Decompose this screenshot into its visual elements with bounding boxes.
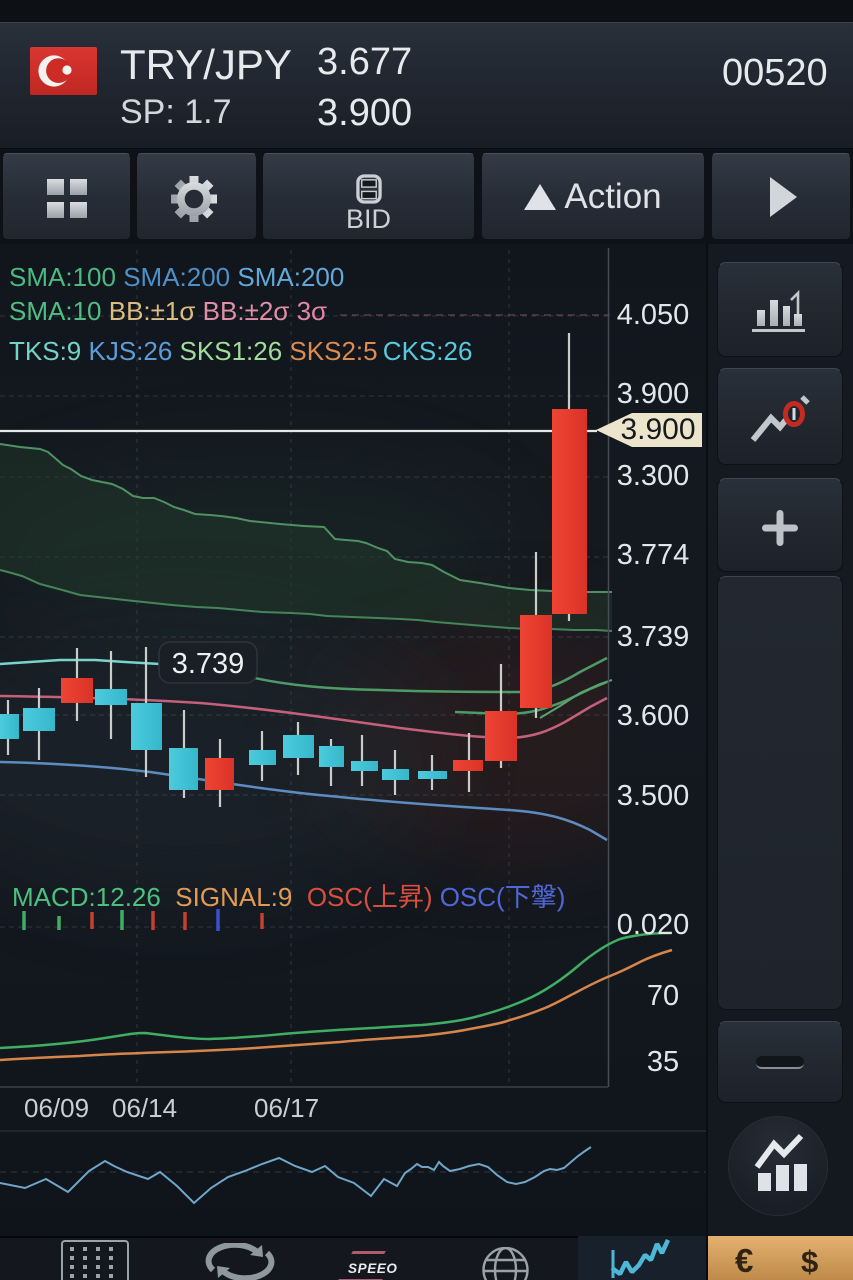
svg-text:3.739: 3.739 <box>172 648 245 680</box>
